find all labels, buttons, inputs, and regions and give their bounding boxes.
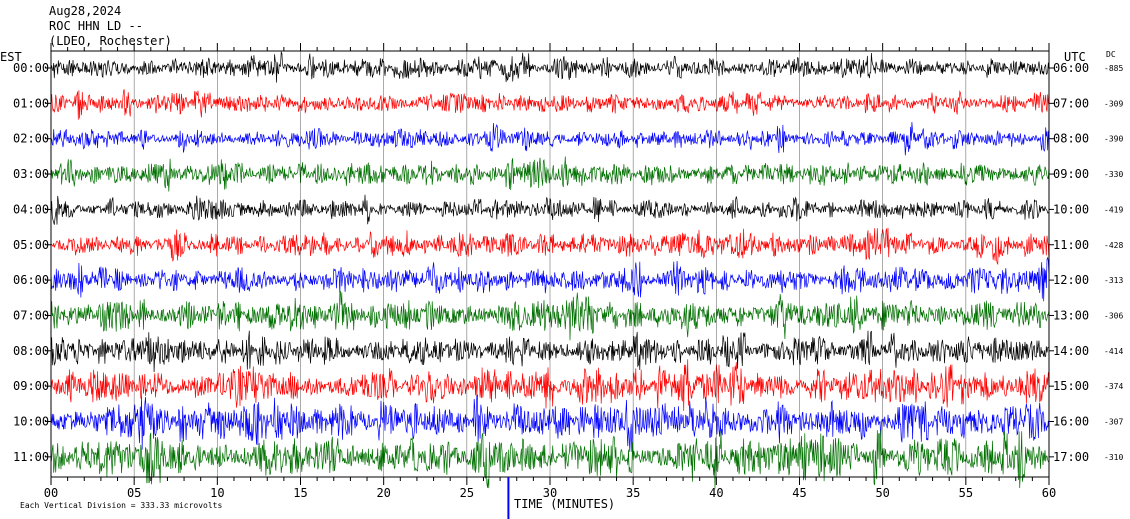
x-tick-label: 45 — [792, 486, 806, 500]
utc-hour-label: 14:00 — [1053, 344, 1089, 358]
est-hour-label: 09:00 — [13, 379, 49, 393]
utc-hour-label: 17:00 — [1053, 450, 1089, 464]
utc-hour-label: 09:00 — [1053, 167, 1089, 181]
dc-offset-label: -330 — [1104, 170, 1123, 179]
x-tick-label: 60 — [1042, 486, 1056, 500]
est-hour-label: 00:00 — [13, 61, 49, 75]
dc-offset-label: -414 — [1104, 347, 1123, 356]
dc-offset-label: -313 — [1104, 276, 1123, 285]
dc-offset-label: -306 — [1104, 311, 1123, 320]
est-hour-label: 04:00 — [13, 202, 49, 216]
x-tick-label: 55 — [959, 486, 973, 500]
x-tick-label: 05 — [127, 486, 141, 500]
network-label: (LDEO, Rochester) — [49, 34, 172, 48]
date-label: Aug28,2024 — [49, 4, 122, 18]
dc-offset-label: -419 — [1104, 205, 1123, 214]
minute-grid — [133, 51, 967, 477]
dc-offset-label: -307 — [1104, 418, 1123, 427]
est-hour-label: 11:00 — [13, 450, 49, 464]
dc-offset-label: -309 — [1104, 99, 1123, 108]
est-hour-label: 10:00 — [13, 415, 49, 429]
dc-offset-label: -374 — [1104, 382, 1123, 391]
dc-offset-label: -310 — [1104, 453, 1123, 462]
x-tick-label: 40 — [709, 486, 723, 500]
x-tick-label: 35 — [626, 486, 640, 500]
x-axis: 00 05 10 15 20 25 30 35 40 45 50 55 60 — [44, 43, 1056, 500]
dc-label: DC — [1106, 50, 1116, 59]
x-tick-label: 20 — [376, 486, 390, 500]
utc-hour-label: 16:00 — [1053, 415, 1089, 429]
dc-offset-label: -428 — [1104, 241, 1123, 250]
est-hour-label: 01:00 — [13, 96, 49, 110]
x-tick-label: 00 — [44, 486, 58, 500]
x-tick-label: 10 — [210, 486, 224, 500]
row-labels: 00:00 06:00 -885 01:00 07:00 -309 02:00 08:00 -3… — [13, 61, 1123, 464]
x-axis-title: TIME (MINUTES) — [514, 497, 615, 511]
est-hour-label: 03:00 — [13, 167, 49, 181]
est-hour-label: 05:00 — [13, 238, 49, 252]
x-tick-label: 50 — [875, 486, 889, 500]
est-hour-label: 02:00 — [13, 132, 49, 146]
est-hour-label: 07:00 — [13, 308, 49, 322]
utc-hour-label: 13:00 — [1053, 308, 1089, 322]
left-timezone-label: EST — [0, 50, 22, 64]
utc-hour-label: 07:00 — [1053, 96, 1089, 110]
utc-hour-label: 15:00 — [1053, 379, 1089, 393]
utc-hour-label: 10:00 — [1053, 202, 1089, 216]
x-tick-label: 15 — [293, 486, 307, 500]
right-timezone-label: UTC — [1064, 50, 1086, 64]
dc-offset-label: -885 — [1104, 64, 1123, 73]
est-hour-label: 08:00 — [13, 344, 49, 358]
utc-hour-label: 11:00 — [1053, 238, 1089, 252]
scale-footnote: Each Vertical Division = 333.33 microvol… — [20, 501, 222, 510]
station-label: ROC HHN LD -- — [49, 19, 143, 33]
utc-hour-label: 12:00 — [1053, 273, 1089, 287]
x-tick-label: 30 — [543, 486, 557, 500]
est-hour-label: 06:00 — [13, 273, 49, 287]
dc-offset-label: -390 — [1104, 135, 1123, 144]
utc-hour-label: 08:00 — [1053, 132, 1089, 146]
x-tick-label: 25 — [460, 486, 474, 500]
utc-hour-label: 06:00 — [1053, 61, 1089, 75]
